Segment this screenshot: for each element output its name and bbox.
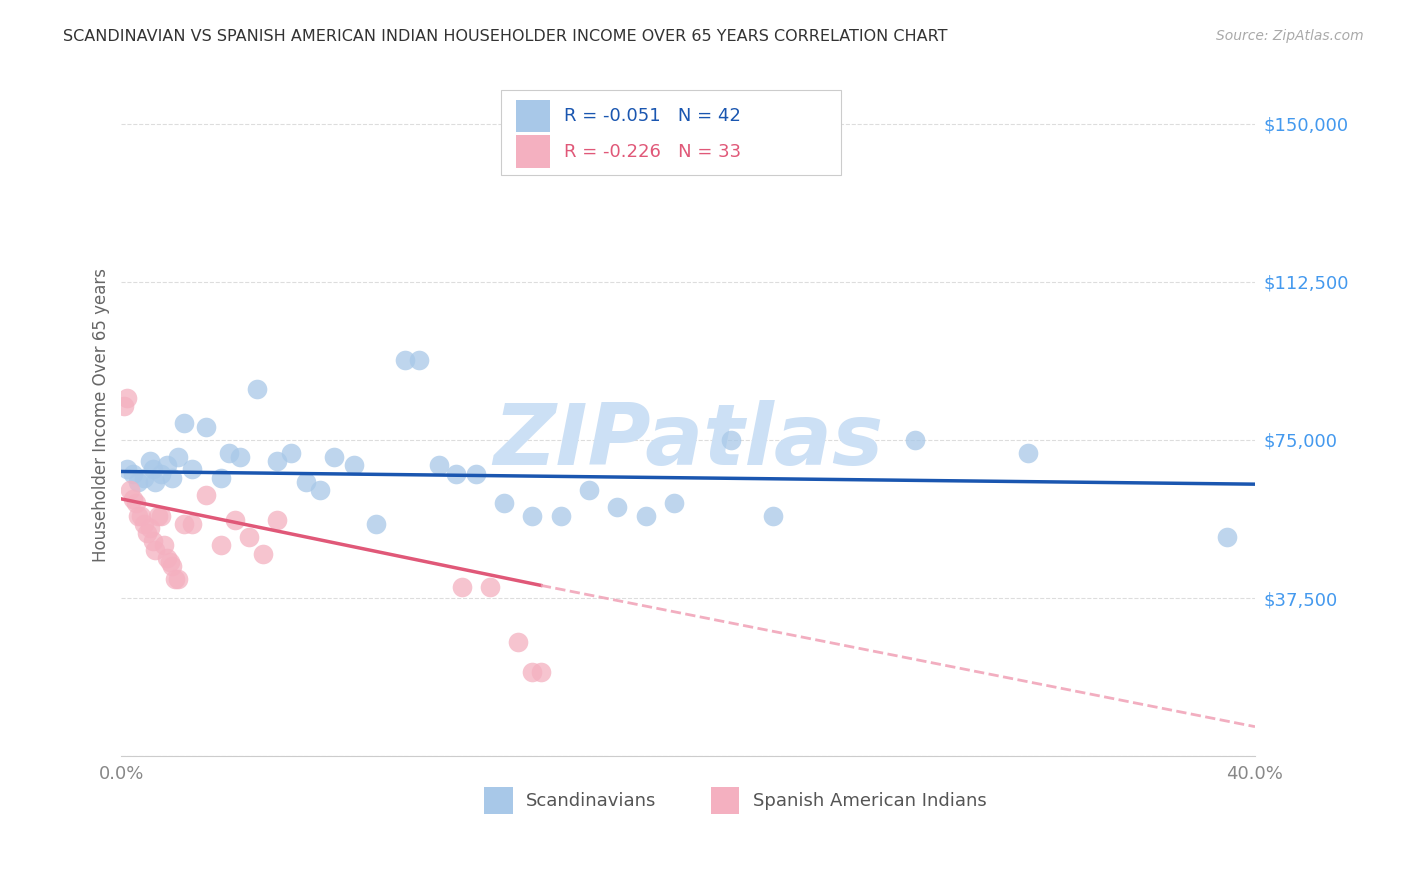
Point <box>762 508 785 523</box>
Text: R = -0.051   N = 42: R = -0.051 N = 42 <box>564 107 741 125</box>
Point <box>148 508 170 523</box>
Point <box>308 483 330 498</box>
Point <box>142 534 165 549</box>
Point <box>634 508 657 523</box>
Point <box>323 450 346 464</box>
Point <box>153 538 176 552</box>
Point <box>112 399 135 413</box>
Point <box>408 352 430 367</box>
Point <box>145 542 167 557</box>
Point <box>115 462 138 476</box>
Point <box>136 525 159 540</box>
Text: Source: ZipAtlas.com: Source: ZipAtlas.com <box>1216 29 1364 43</box>
Point <box>522 508 544 523</box>
Point <box>124 496 146 510</box>
Y-axis label: Householder Income Over 65 years: Householder Income Over 65 years <box>93 268 110 562</box>
Point <box>266 454 288 468</box>
Point <box>218 445 240 459</box>
Point <box>150 508 173 523</box>
Point <box>156 458 179 473</box>
Point <box>606 500 628 515</box>
Point <box>173 416 195 430</box>
Point <box>139 521 162 535</box>
Point <box>165 572 187 586</box>
Point <box>139 454 162 468</box>
Point <box>121 491 143 506</box>
FancyBboxPatch shape <box>516 100 550 132</box>
Point <box>121 467 143 481</box>
Point <box>238 530 260 544</box>
Point <box>167 450 190 464</box>
Point <box>366 517 388 532</box>
Point <box>173 517 195 532</box>
Point <box>142 462 165 476</box>
Point <box>1215 530 1237 544</box>
Point <box>224 513 246 527</box>
Point <box>662 496 685 510</box>
Point <box>252 547 274 561</box>
Point <box>195 488 218 502</box>
Point <box>150 467 173 481</box>
Point <box>530 665 553 679</box>
Point <box>229 450 252 464</box>
Point <box>550 508 572 523</box>
Point <box>132 517 155 532</box>
Point <box>118 483 141 498</box>
Point <box>522 665 544 679</box>
Text: Spanish American Indians: Spanish American Indians <box>752 791 987 810</box>
Point <box>464 467 486 481</box>
Point <box>209 471 232 485</box>
Point <box>209 538 232 552</box>
Point <box>450 581 472 595</box>
Point <box>145 475 167 489</box>
Point <box>129 508 152 523</box>
Point <box>156 551 179 566</box>
Point <box>181 517 204 532</box>
Text: SCANDINAVIAN VS SPANISH AMERICAN INDIAN HOUSEHOLDER INCOME OVER 65 YEARS CORRELA: SCANDINAVIAN VS SPANISH AMERICAN INDIAN … <box>63 29 948 44</box>
Point <box>478 581 501 595</box>
FancyBboxPatch shape <box>484 787 513 814</box>
Point <box>159 555 181 569</box>
Point <box>492 496 515 510</box>
Point <box>904 433 927 447</box>
Text: Scandinavians: Scandinavians <box>526 791 657 810</box>
Point <box>578 483 600 498</box>
FancyBboxPatch shape <box>501 90 841 176</box>
Point <box>427 458 450 473</box>
FancyBboxPatch shape <box>516 136 550 168</box>
Point <box>127 475 149 489</box>
Point <box>162 559 184 574</box>
Point <box>167 572 190 586</box>
Point <box>266 513 288 527</box>
Point <box>132 471 155 485</box>
Point <box>1017 445 1039 459</box>
Point <box>394 352 416 367</box>
Point <box>195 420 218 434</box>
Point <box>444 467 467 481</box>
Point <box>508 635 530 649</box>
Text: R = -0.226   N = 33: R = -0.226 N = 33 <box>564 143 741 161</box>
Point <box>181 462 204 476</box>
Point <box>343 458 366 473</box>
Point <box>115 391 138 405</box>
Point <box>294 475 316 489</box>
Point <box>246 382 269 396</box>
Point <box>127 508 149 523</box>
Point <box>720 433 742 447</box>
Point <box>162 471 184 485</box>
Point <box>280 445 302 459</box>
FancyBboxPatch shape <box>711 787 740 814</box>
Text: ZIPatlas: ZIPatlas <box>494 401 883 483</box>
